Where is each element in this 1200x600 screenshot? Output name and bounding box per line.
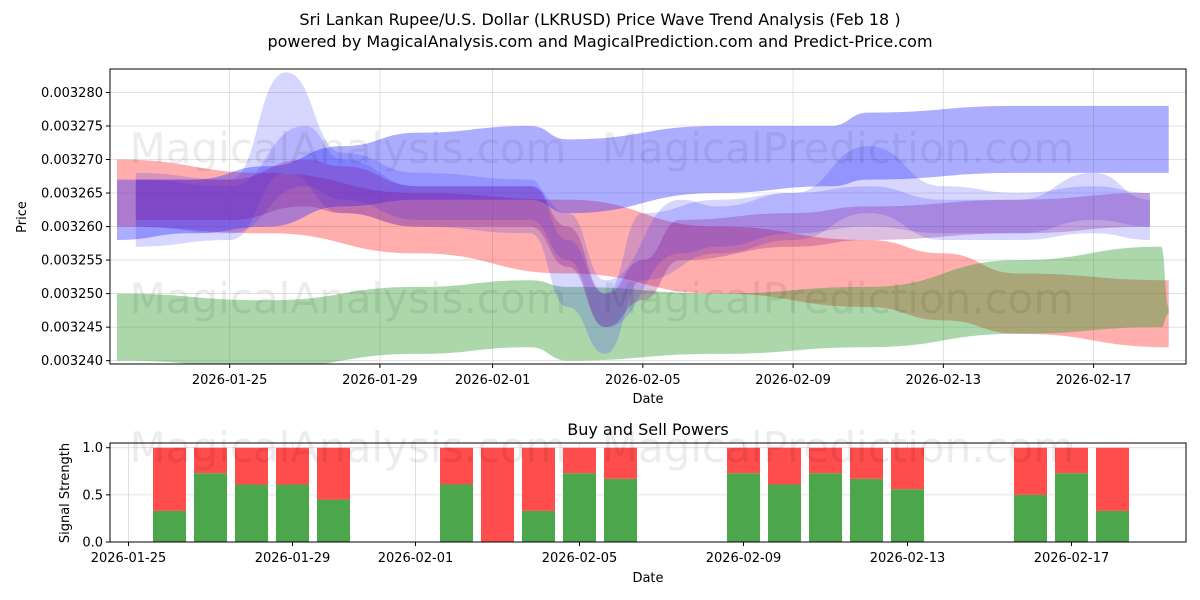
price-chart-ylabel: Price [15,201,30,233]
buy-bar [317,499,350,542]
sell-bar [768,447,801,485]
band-purple-wave-1 [135,159,1150,328]
price-xtick-label: 2026-02-13 [906,373,982,388]
buy-bar [1014,494,1047,542]
price-xtick-label: 2026-02-17 [1056,373,1132,388]
signal-xtick-label: 2026-02-05 [542,551,618,566]
buy-bar [153,510,186,542]
buy-bar [850,478,883,542]
price-ytick-label: 0.003265 [41,187,103,202]
signal-xtick-label: 2026-02-01 [378,551,454,566]
price-ytick-label: 0.003240 [41,354,103,369]
sell-bar [850,447,883,479]
signal-chart-watermarks: MagicalAnalysis.com MagicalPrediction.co… [130,423,1075,472]
price-ytick-label: 0.003275 [41,119,103,134]
price-chart-y-ticks: 0.003240 0.003245 0.003250 0.003255 0.003260… [41,86,110,369]
sell-bar [1014,447,1047,495]
sell-bar [1055,447,1088,474]
price-ytick-label: 0.003245 [41,321,103,336]
price-xtick-label: 2026-02-01 [455,373,531,388]
signal-chart-xlabel: Date [632,571,663,586]
sell-bar [440,447,473,485]
signal-xtick-label: 2026-02-17 [1034,551,1110,566]
buy-bar [194,473,227,542]
band-blue-trend-band-upper [117,105,1169,241]
signal-ytick-label: 0.5 [82,488,103,503]
sell-bar [235,447,268,485]
signal-chart-bars [153,447,1129,542]
sell-bar [522,447,555,511]
sell-bar [604,447,637,479]
price-ytick-label: 0.003250 [41,287,103,302]
sell-bar [727,447,760,474]
signal-xtick-label: 2026-02-13 [870,551,946,566]
buy-bar [891,489,924,542]
price-chart-frame [109,68,1187,365]
sell-bar [563,447,596,474]
buy-bar [440,484,473,542]
buy-bar [235,484,268,542]
price-chart-grid [110,69,1186,364]
watermark-prediction-mid: MagicalPrediction.com [602,274,1075,323]
signal-chart-x-ticks: 2026-01-25 2026-01-29 2026-02-01 2026-02-05… [91,542,1110,566]
sell-bar [1096,447,1129,511]
buy-bar [727,473,760,542]
price-chart-x-ticks: 2026-01-25 2026-01-29 2026-02-01 2026-02-05… [192,364,1131,388]
price-chart-watermarks: MagicalAnalysis.com MagicalPrediction.co… [130,124,1075,323]
price-chart-bands [117,72,1169,364]
watermark-analysis-top: MagicalAnalysis.com [130,124,567,173]
signal-xtick-label: 2026-01-25 [91,551,167,566]
sell-bar [317,447,350,500]
watermark-prediction-bottom: MagicalPrediction.com [602,423,1075,472]
price-xtick-label: 2026-02-05 [605,373,681,388]
chart-title-line1: Sri Lankan Rupee/U.S. Dollar (LKRUSD) Pr… [299,10,900,29]
buy-bar [809,473,842,542]
sell-bar [153,447,186,511]
signal-ytick-label: 1.0 [82,441,103,456]
signal-chart-frame [109,442,1187,543]
sell-bar [891,447,924,490]
band-red-trend-band [117,159,1169,348]
sell-bar [276,447,309,485]
price-ytick-label: 0.003255 [41,254,103,269]
buy-bar [604,478,637,542]
watermark-prediction-top: MagicalPrediction.com [602,124,1075,173]
price-ytick-label: 0.003270 [41,153,103,168]
signal-xtick-label: 2026-01-29 [255,551,331,566]
price-ytick-label: 0.003260 [41,220,103,235]
chart-title-line2: powered by MagicalAnalysis.com and Magic… [267,32,932,51]
signal-chart-y-ticks: 0.0 0.5 1.0 [82,441,110,551]
watermark-analysis-bottom: MagicalAnalysis.com [130,423,567,472]
buy-bar [522,510,555,542]
buy-bar [768,484,801,542]
signal-ytick-label: 0.0 [82,536,103,551]
signal-chart-title: Buy and Sell Powers [567,420,729,439]
price-ytick-label: 0.003280 [41,86,103,101]
signal-chart-ylabel: Signal Strength [58,443,73,543]
price-xtick-label: 2026-02-09 [755,373,831,388]
band-green-trend-band [117,246,1169,364]
buy-bar [1055,473,1088,542]
signal-xtick-label: 2026-02-09 [706,551,782,566]
buy-bar [563,473,596,542]
sell-bar [481,447,514,542]
price-xtick-label: 2026-01-29 [342,373,418,388]
buy-bar [276,484,309,542]
price-chart-xlabel: Date [632,392,663,407]
band-blue-wave-2 [135,126,1150,328]
price-xtick-label: 2026-01-25 [192,373,268,388]
sell-bar [809,447,842,474]
sell-bar [194,447,227,474]
band-blue-wave-1 [135,72,1150,354]
watermark-analysis-mid: MagicalAnalysis.com [130,274,567,323]
buy-bar [1096,510,1129,542]
